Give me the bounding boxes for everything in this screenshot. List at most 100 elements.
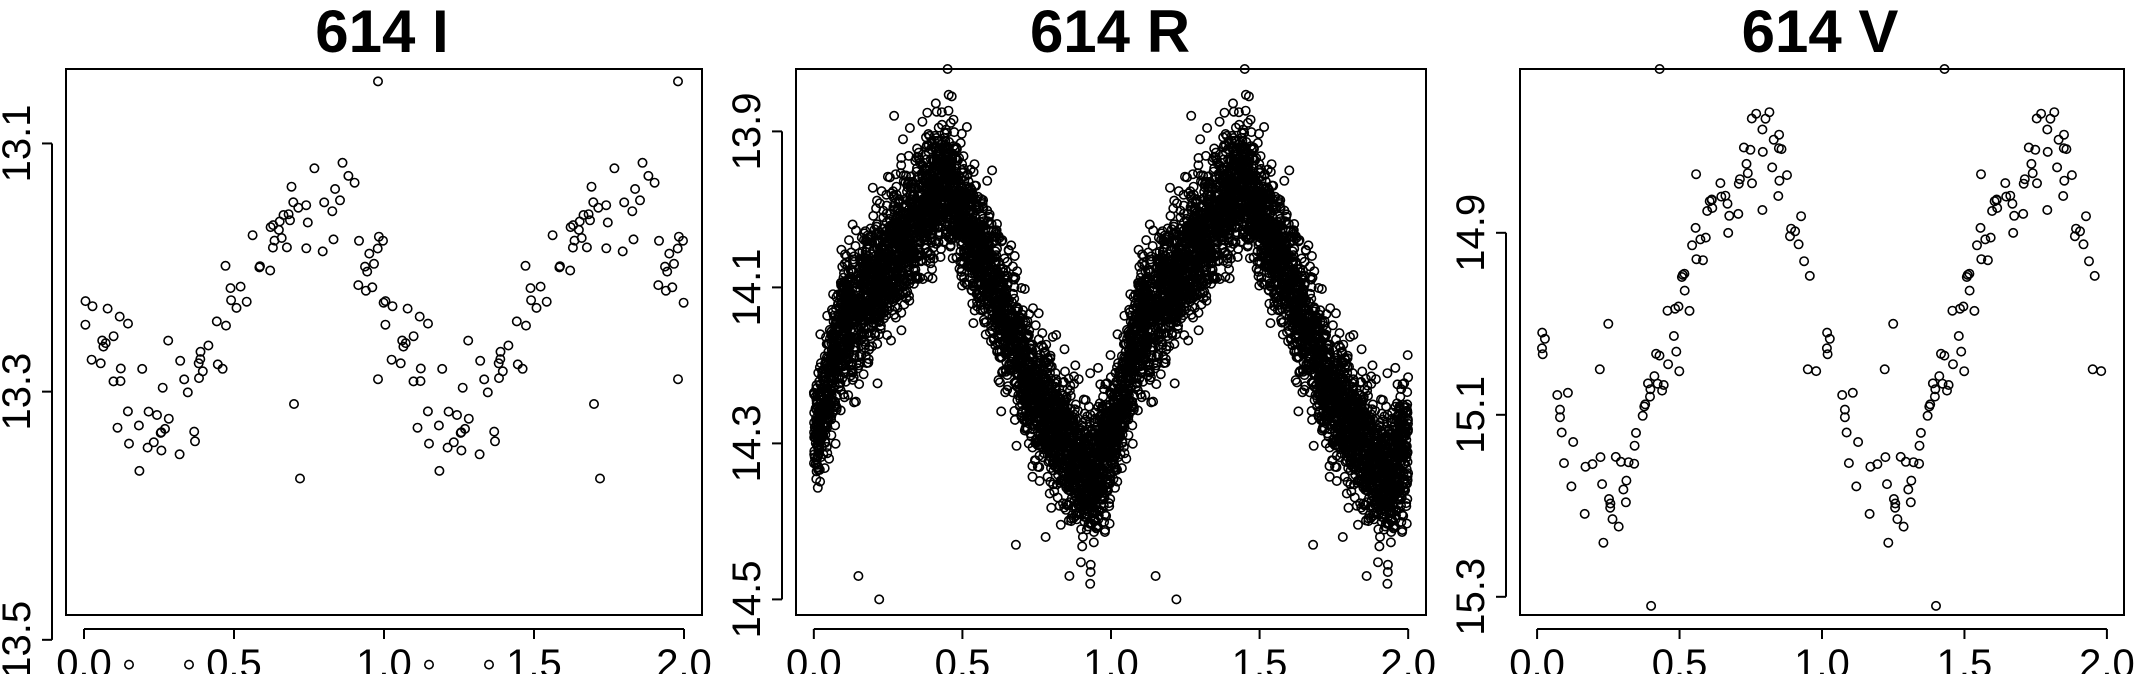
data-point <box>565 265 576 276</box>
x-tick-label: 2.0 <box>656 642 712 674</box>
data-point <box>876 186 887 197</box>
data-point <box>1254 128 1265 139</box>
data-point <box>867 341 878 352</box>
data-point <box>197 366 208 377</box>
data-point <box>1382 566 1393 577</box>
data-point <box>922 107 933 118</box>
data-point <box>1085 566 1096 577</box>
data-point <box>995 352 1006 363</box>
data-point <box>360 285 371 296</box>
data-point <box>1384 424 1395 435</box>
data-point <box>457 382 468 393</box>
x-tick-label: 1.0 <box>1083 642 1139 674</box>
data-point <box>398 341 409 352</box>
data-point <box>330 184 341 195</box>
data-point <box>241 296 252 307</box>
data-point <box>1339 471 1350 482</box>
data-point <box>1202 123 1213 134</box>
data-point <box>917 116 928 127</box>
data-point <box>503 340 514 351</box>
data-point <box>871 203 882 214</box>
data-point <box>203 340 214 351</box>
data-point <box>588 398 599 409</box>
data-point <box>115 376 126 387</box>
data-point <box>175 355 186 366</box>
data-point <box>1059 502 1070 513</box>
data-point <box>1356 344 1367 355</box>
data-point <box>479 374 490 385</box>
data-point <box>602 217 613 228</box>
data-point <box>225 283 236 294</box>
data-point <box>672 76 683 87</box>
data-point <box>588 197 599 208</box>
y-axis: 13.914.114.314.5 <box>725 92 783 638</box>
y-tick-label: 13.3 <box>0 353 39 431</box>
data-point <box>858 369 869 380</box>
data-point <box>1259 122 1270 133</box>
data-point <box>824 453 835 464</box>
x-tick-label: 0.0 <box>786 642 842 674</box>
data-point <box>123 318 134 329</box>
y-tick-label: 14.3 <box>725 404 769 482</box>
data-point <box>1164 341 1175 352</box>
data-point <box>573 224 584 235</box>
data-point <box>288 398 299 409</box>
data-point <box>525 283 536 294</box>
data-point <box>395 358 406 369</box>
data-point <box>1353 519 1364 530</box>
data-point <box>422 318 433 329</box>
data-point <box>133 420 144 431</box>
data-point <box>1297 387 1308 398</box>
data-point <box>122 406 133 417</box>
data-point <box>226 295 237 306</box>
data-point <box>1055 519 1066 530</box>
data-point <box>148 437 159 448</box>
data-point <box>387 301 398 312</box>
data-point <box>617 246 628 257</box>
data-point <box>1034 475 1045 486</box>
data-point <box>179 374 190 385</box>
data-point <box>193 358 204 369</box>
data-point <box>1392 379 1403 390</box>
data-point <box>231 302 242 313</box>
data-point <box>463 335 474 346</box>
data-point <box>163 335 174 346</box>
data-point <box>586 181 597 192</box>
data-point <box>1331 475 1342 486</box>
data-point <box>442 442 453 453</box>
data-point <box>1373 557 1384 568</box>
data-point <box>184 659 195 670</box>
data-point <box>1028 303 1039 314</box>
data-point <box>1105 493 1116 504</box>
data-point <box>463 413 474 424</box>
data-point <box>114 311 125 322</box>
data-point <box>364 248 375 259</box>
data-point <box>156 445 167 456</box>
data-point <box>1033 308 1044 319</box>
data-point <box>662 266 673 277</box>
data-point <box>653 235 664 246</box>
data-point <box>349 177 360 188</box>
data-point <box>904 123 915 134</box>
data-point <box>86 354 97 365</box>
data-point <box>372 76 383 87</box>
data-point <box>124 438 135 449</box>
data-point <box>408 376 419 387</box>
data-point <box>630 184 641 195</box>
data-point <box>627 206 638 217</box>
data-point <box>343 170 354 181</box>
data-point <box>189 426 200 437</box>
data-point <box>659 261 670 272</box>
data-point <box>1059 344 1070 355</box>
data-point <box>601 200 612 211</box>
data-point <box>531 302 542 313</box>
data-point <box>619 197 630 208</box>
data-point <box>317 246 328 257</box>
data-point <box>137 363 148 374</box>
data-point <box>1146 397 1157 408</box>
data-point <box>115 363 126 374</box>
data-point <box>283 209 294 220</box>
data-point <box>380 319 391 330</box>
data-point <box>1330 308 1341 319</box>
data-point <box>301 200 312 211</box>
